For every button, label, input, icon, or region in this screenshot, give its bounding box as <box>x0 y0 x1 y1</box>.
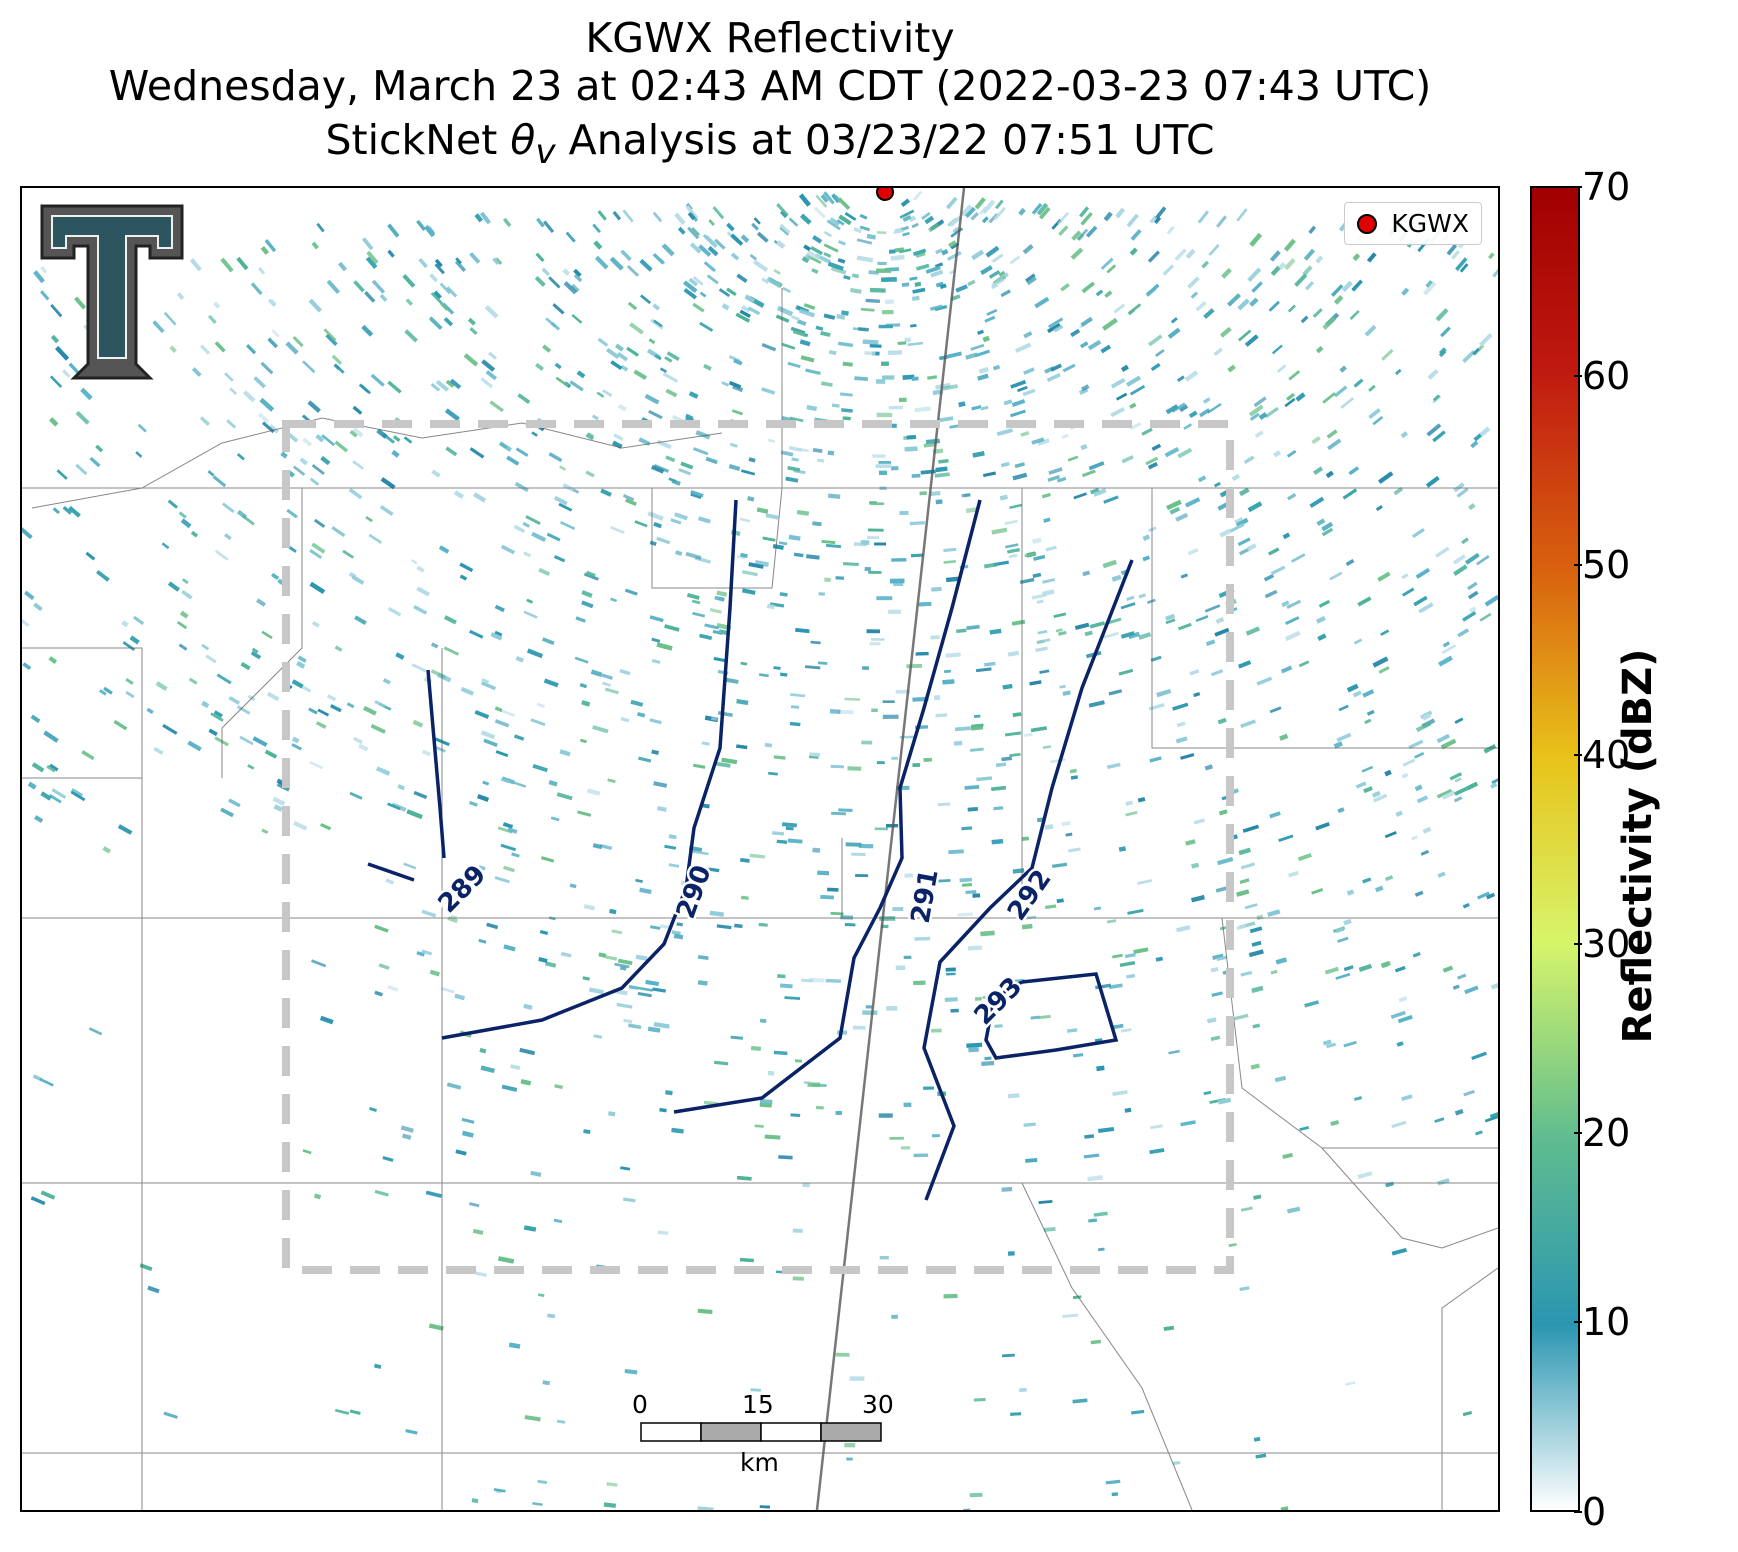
figure-subtitle-analysis: StickNet θv Analysis at 03/23/22 07:51 U… <box>0 116 1540 176</box>
colorbar-tick: 20 <box>1573 1111 1631 1155</box>
contour-289 <box>367 669 446 882</box>
map-legend: KGWX <box>1344 202 1482 245</box>
contour-290 <box>441 499 738 1040</box>
scalebar-tick-15: 15 <box>742 1390 774 1419</box>
scalebar-segments <box>640 1422 882 1442</box>
legend-marker-icon <box>1357 213 1378 234</box>
contour-label-292: 292 <box>1002 864 1058 926</box>
scalebar-unit: km <box>740 1448 779 1477</box>
analysis-suffix: Analysis at 03/23/22 07:51 UTC <box>555 116 1215 164</box>
contour-293 <box>984 972 1119 1060</box>
radar-beam-line <box>815 188 966 1510</box>
colorbar-tick: 30 <box>1573 922 1631 966</box>
colorbar-tick: 70 <box>1573 165 1631 209</box>
colorbar-tick: 10 <box>1573 1300 1631 1344</box>
map-panel[interactable]: 289 290 291 292 293 KGWX <box>20 186 1500 1512</box>
legend-label: KGWX <box>1391 209 1469 238</box>
analysis-prefix: StickNet <box>325 116 511 164</box>
colorbar-label: Reflectivity (dBZ) <box>1615 648 1661 1044</box>
figure-title: KGWX Reflectivity <box>585 14 955 62</box>
theta-symbol: θv <box>510 116 556 173</box>
contour-291 <box>673 499 982 1114</box>
colorbar <box>1530 186 1580 1512</box>
analysis-domain-box <box>282 420 1234 1274</box>
colorbar-tick: 50 <box>1573 543 1631 587</box>
map-canvas[interactable]: 289 290 291 292 293 <box>22 188 1498 1510</box>
contour-292 <box>922 559 1134 1201</box>
theta-v-contours <box>367 499 1134 1201</box>
colorbar-tick: 0 <box>1573 1490 1607 1534</box>
scalebar-tick-0: 0 <box>632 1390 648 1419</box>
scalebar-tick-30: 30 <box>862 1390 894 1419</box>
figure-subtitle-time: Wednesday, March 23 at 02:43 AM CDT (202… <box>108 62 1432 110</box>
county-boundaries <box>22 288 1498 1510</box>
radar-site-marker[interactable] <box>876 188 894 201</box>
colorbar-tick: 40 <box>1573 733 1631 777</box>
colorbar-tick: 60 <box>1573 354 1631 398</box>
texas-tech-logo <box>40 204 184 380</box>
reflectivity-field <box>22 190 1498 1510</box>
